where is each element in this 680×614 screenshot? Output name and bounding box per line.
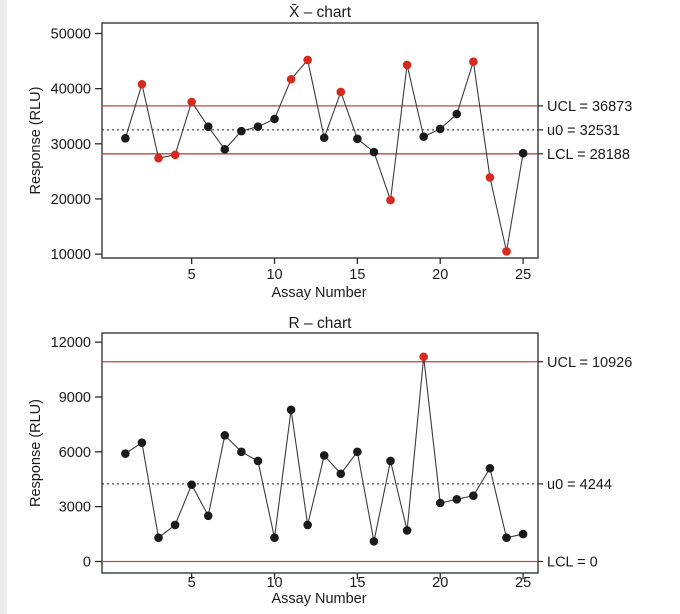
data-point [502, 533, 511, 543]
data-point [435, 124, 445, 134]
y-tick-label: 3000 [59, 500, 91, 516]
data-point [303, 520, 312, 530]
data-point-out-of-control [170, 150, 180, 160]
data-point [253, 122, 263, 132]
scan-edge-shading [0, 0, 7, 614]
data-point [369, 537, 379, 546]
x-tick-label: 20 [432, 267, 448, 283]
data-point-out-of-control [402, 60, 412, 70]
y-tick-label: 40000 [51, 82, 91, 98]
data-point [369, 147, 379, 157]
data-point [419, 132, 428, 141]
data-point [237, 126, 246, 136]
data-point [170, 520, 180, 530]
y-axis-title: Response (RLU) [28, 399, 44, 507]
data-point [518, 148, 528, 158]
chart-title: R – chart [289, 315, 353, 332]
y-tick-label: 20000 [51, 192, 91, 208]
y-axis-title: Response (RLU) [28, 87, 44, 195]
x-tick-label: 15 [349, 267, 365, 283]
data-point [154, 533, 163, 543]
data-point [220, 431, 230, 440]
data-point [203, 511, 213, 521]
y-tick-label: 6000 [59, 445, 91, 461]
data-point [469, 491, 478, 500]
x-tick-label: 15 [349, 575, 365, 591]
data-point [270, 533, 279, 543]
data-point [203, 122, 213, 132]
x-axis-title: Assay Number [271, 591, 366, 607]
data-point [353, 134, 362, 144]
data-point [452, 495, 462, 504]
y-tick-label: 50000 [51, 26, 91, 42]
x-tick-label: 10 [266, 267, 282, 283]
data-point-out-of-control [386, 195, 395, 205]
lcl-label: LCL = 28188 [547, 147, 630, 163]
data-point [402, 526, 412, 535]
chart-title: X̄ – chart [289, 4, 352, 21]
data-point [435, 498, 445, 508]
center-label: u0 = 4244 [547, 477, 612, 493]
data-point-out-of-control [187, 97, 196, 107]
data-point-out-of-control [137, 79, 147, 89]
data-point [121, 133, 130, 143]
data-point [121, 449, 130, 458]
data-point [286, 405, 296, 415]
data-point [137, 438, 147, 447]
data-point [319, 451, 329, 460]
data-point-out-of-control [286, 74, 296, 84]
x-tick-label: 10 [266, 575, 282, 591]
series-line [125, 356, 524, 542]
data-point-out-of-control [154, 153, 163, 163]
x-tick-label: 25 [515, 575, 531, 591]
data-point [319, 133, 329, 143]
ucl-label: UCL = 36873 [547, 99, 632, 115]
data-point-out-of-control [303, 55, 312, 65]
data-point-out-of-control [485, 173, 495, 182]
data-point [270, 114, 279, 124]
data-point [253, 456, 263, 466]
x-axis-title: Assay Number [271, 285, 366, 301]
y-tick-label: 12000 [51, 335, 91, 351]
xbar-chart: 10000 20000 30000 40000 50000 5 10 15 20 25 UCL = … [28, 4, 632, 301]
data-point [187, 480, 196, 490]
plot-box [101, 332, 539, 574]
ucl-label: UCL = 10926 [547, 355, 632, 371]
center-label: u0 = 32531 [547, 123, 620, 139]
y-tick-label: 0 [83, 554, 91, 570]
x-tick-label: 25 [515, 267, 531, 283]
data-point [237, 447, 246, 457]
lcl-label: LCL = 0 [547, 554, 598, 570]
data-point [518, 529, 528, 539]
plot-box [101, 22, 539, 259]
data-point [353, 447, 362, 457]
series-line [124, 58, 524, 252]
data-point [386, 456, 395, 466]
data-point [220, 145, 230, 154]
data-point-out-of-control [469, 57, 478, 66]
y-tick-label: 10000 [51, 247, 91, 263]
x-tick-label: 5 [188, 267, 196, 283]
r-chart: 0 3000 6000 9000 12000 5 10 15 20 25 UCL = 10926 u0… [28, 315, 632, 607]
x-tick-label: 20 [432, 575, 448, 591]
data-point [452, 109, 462, 119]
data-point [485, 463, 495, 473]
data-point [336, 469, 346, 479]
data-point-out-of-control [502, 247, 511, 256]
y-tick-label: 9000 [59, 390, 91, 406]
data-point-out-of-control [419, 352, 428, 362]
data-point-out-of-control [336, 87, 346, 97]
y-tick-label: 30000 [51, 137, 91, 153]
x-tick-label: 5 [188, 575, 196, 591]
